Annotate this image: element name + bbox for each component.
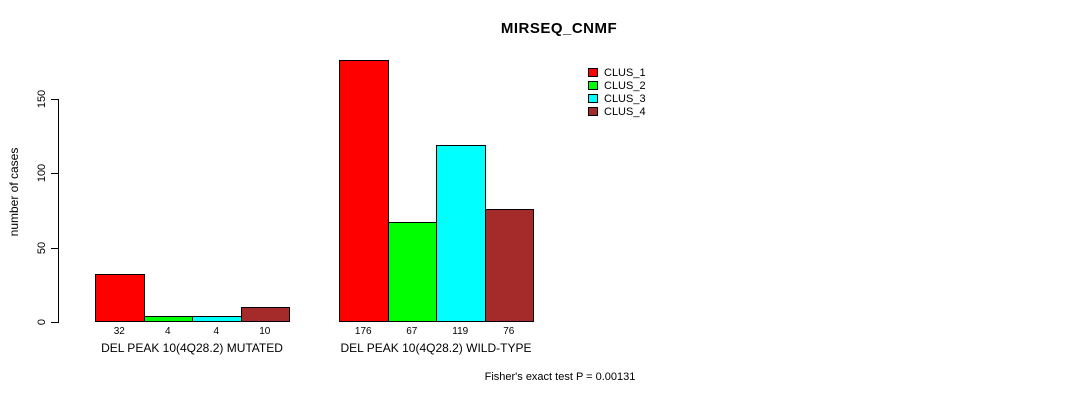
bar-clus_2-group2: [387, 222, 437, 322]
legend-label: CLUS_2: [604, 79, 646, 92]
y-axis-tick: [51, 322, 58, 323]
legend-row-clus_3: CLUS_3: [588, 92, 646, 105]
bar-clus_1-group1: [95, 274, 145, 322]
bar-value-label: 176: [354, 326, 372, 337]
y-axis-tick: [51, 247, 58, 249]
bar-value-label: 4: [213, 326, 220, 337]
bar-value-label: 32: [113, 326, 125, 337]
bar-clus_2-group1: [143, 316, 193, 322]
y-tick-label: 150: [36, 89, 48, 109]
legend-row-clus_2: CLUS_2: [588, 79, 646, 92]
y-axis-line: [58, 99, 59, 323]
legend-row-clus_1: CLUS_1: [588, 66, 646, 79]
chart-title: MIRSEQ_CNMF: [500, 20, 618, 37]
bar-clus_4-group1: [240, 307, 290, 322]
y-axis-tick: [51, 173, 58, 175]
bar-value-label: 4: [164, 326, 171, 337]
legend-row-clus_4: CLUS_4: [588, 105, 646, 118]
legend-swatch-icon: [588, 81, 598, 90]
y-axis-tick: [51, 99, 58, 100]
legend-swatch-icon: [588, 94, 598, 103]
bar-clus_3-group1: [192, 316, 242, 322]
legend-swatch-icon: [588, 68, 598, 77]
bar-clus_3-group2: [436, 145, 486, 322]
legend: CLUS_1 CLUS_2 CLUS_3 CLUS_4: [588, 66, 646, 118]
x-category-label: DEL PEAK 10(4Q28.2) WILD-TYPE: [340, 341, 532, 355]
legend-swatch-icon: [588, 107, 598, 116]
bar-clus_1-group2: [339, 60, 389, 322]
x-category-label: DEL PEAK 10(4Q28.2) MUTATED: [101, 341, 283, 355]
legend-label: CLUS_4: [604, 105, 646, 118]
bar-value-label: 10: [259, 326, 271, 337]
bar-clus_4-group2: [484, 209, 534, 322]
bar-value-label: 119: [452, 326, 469, 337]
bar-value-label: 67: [406, 326, 418, 337]
legend-label: CLUS_3: [604, 92, 646, 105]
legend-label: CLUS_1: [604, 66, 646, 79]
fisher-test-annotation: Fisher's exact test P = 0.00131: [484, 371, 636, 383]
bar-value-label: 76: [503, 326, 515, 337]
y-axis-label: number of cases: [7, 147, 21, 237]
y-tick-label: 0: [36, 318, 48, 326]
y-tick-label: 50: [36, 241, 48, 254]
y-tick-label: 100: [36, 164, 48, 183]
